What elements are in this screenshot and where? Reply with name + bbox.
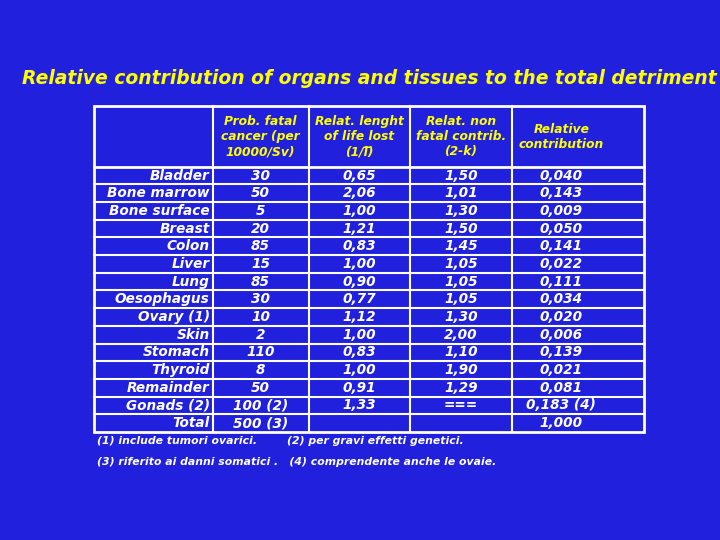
Text: Thyroid: Thyroid <box>151 363 210 377</box>
Text: 0,183 (4): 0,183 (4) <box>526 399 596 413</box>
Text: 50: 50 <box>251 381 270 395</box>
Text: (1) include tumori ovarici.        (2) per gravi effetti genetici.: (1) include tumori ovarici. (2) per grav… <box>97 436 464 446</box>
Text: 85: 85 <box>251 239 270 253</box>
Text: Ovary (1): Ovary (1) <box>138 310 210 324</box>
Text: (3) riferito ai danni somatici .   (4) comprendente anche le ovaie.: (3) riferito ai danni somatici . (4) com… <box>97 457 497 467</box>
Text: 2: 2 <box>256 328 265 342</box>
Text: 0,040: 0,040 <box>539 168 582 183</box>
Text: 85: 85 <box>251 275 270 288</box>
Text: Oesophagus: Oesophagus <box>115 292 210 306</box>
Text: 1,33: 1,33 <box>343 399 377 413</box>
Text: 0,83: 0,83 <box>343 346 377 359</box>
Text: 100 (2): 100 (2) <box>233 399 288 413</box>
Text: 1,90: 1,90 <box>444 363 478 377</box>
Text: 1,30: 1,30 <box>444 310 478 324</box>
Text: Lung: Lung <box>172 275 210 288</box>
Text: 0,143: 0,143 <box>539 186 582 200</box>
Text: 1,00: 1,00 <box>343 328 377 342</box>
Text: 500 (3): 500 (3) <box>233 416 288 430</box>
Text: Bone surface: Bone surface <box>109 204 210 218</box>
Text: 1,30: 1,30 <box>444 204 478 218</box>
Text: 1,05: 1,05 <box>444 275 478 288</box>
Text: ===: === <box>444 399 478 413</box>
Text: 0,139: 0,139 <box>539 346 582 359</box>
Text: 1,50: 1,50 <box>444 221 478 235</box>
Text: 0,83: 0,83 <box>343 239 377 253</box>
Text: 0,050: 0,050 <box>539 221 582 235</box>
Text: 0,90: 0,90 <box>343 275 377 288</box>
Text: 110: 110 <box>246 346 275 359</box>
Text: 2,06: 2,06 <box>343 186 377 200</box>
Text: Relat. lenght
of life lost
(1/l̅): Relat. lenght of life lost (1/l̅) <box>315 115 404 158</box>
Text: 5: 5 <box>256 204 265 218</box>
Text: 0,081: 0,081 <box>539 381 582 395</box>
Text: 1,21: 1,21 <box>343 221 377 235</box>
Text: 20: 20 <box>251 221 270 235</box>
Text: Bone marrow: Bone marrow <box>107 186 210 200</box>
Text: 1,50: 1,50 <box>444 168 478 183</box>
Text: 1,10: 1,10 <box>444 346 478 359</box>
Text: Relat. non
fatal contrib.
(2-k): Relat. non fatal contrib. (2-k) <box>416 115 506 158</box>
Text: 1,00: 1,00 <box>343 204 377 218</box>
Text: 15: 15 <box>251 257 270 271</box>
Text: 0,009: 0,009 <box>539 204 582 218</box>
Text: 10: 10 <box>251 310 270 324</box>
Text: 50: 50 <box>251 186 270 200</box>
Text: 1,05: 1,05 <box>444 292 478 306</box>
Text: 1,00: 1,00 <box>343 257 377 271</box>
Text: 30: 30 <box>251 292 270 306</box>
Text: Liver: Liver <box>171 257 210 271</box>
Text: 0,020: 0,020 <box>539 310 582 324</box>
Text: Total: Total <box>173 416 210 430</box>
Text: 0,022: 0,022 <box>539 257 582 271</box>
Text: 1,05: 1,05 <box>444 257 478 271</box>
Text: 0,141: 0,141 <box>539 239 582 253</box>
Text: 1,12: 1,12 <box>343 310 377 324</box>
Text: 0,006: 0,006 <box>539 328 582 342</box>
Text: Gonads (2): Gonads (2) <box>125 399 210 413</box>
Text: 1,000: 1,000 <box>539 416 582 430</box>
Text: 0,91: 0,91 <box>343 381 377 395</box>
Text: 1,29: 1,29 <box>444 381 478 395</box>
Text: 1,01: 1,01 <box>444 186 478 200</box>
Text: 0,021: 0,021 <box>539 363 582 377</box>
Text: 0,77: 0,77 <box>343 292 377 306</box>
Text: Colon: Colon <box>166 239 210 253</box>
Text: 1,00: 1,00 <box>343 363 377 377</box>
Text: Stomach: Stomach <box>143 346 210 359</box>
Text: 8: 8 <box>256 363 265 377</box>
Text: Breast: Breast <box>159 221 210 235</box>
Text: 0,111: 0,111 <box>539 275 582 288</box>
Bar <box>94 106 644 432</box>
Text: 0,65: 0,65 <box>343 168 377 183</box>
Text: 2,00: 2,00 <box>444 328 478 342</box>
Text: Bladder: Bladder <box>150 168 210 183</box>
Text: Relative
contribution: Relative contribution <box>518 123 604 151</box>
Text: 30: 30 <box>251 168 270 183</box>
Text: Remainder: Remainder <box>127 381 210 395</box>
Text: Prob. fatal
cancer (per
10000/Sv): Prob. fatal cancer (per 10000/Sv) <box>221 115 300 158</box>
Text: 0,034: 0,034 <box>539 292 582 306</box>
Text: Skin: Skin <box>176 328 210 342</box>
Text: Relative contribution of organs and tissues to the total detriment: Relative contribution of organs and tiss… <box>22 69 716 88</box>
Text: 1,45: 1,45 <box>444 239 478 253</box>
